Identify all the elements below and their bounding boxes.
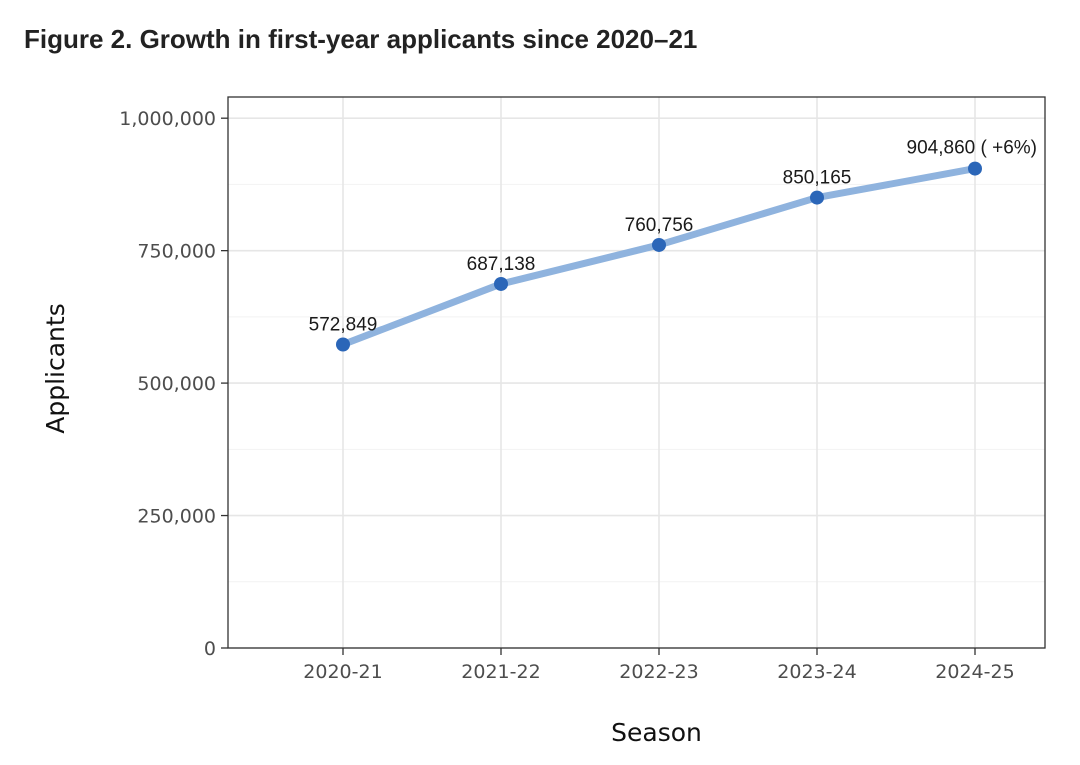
x-axis: 2020-21 2021-22 2022-23 2023-24 2024-25 bbox=[303, 648, 1015, 683]
y-tick-label: 500,000 bbox=[137, 373, 216, 395]
x-tick-label: 2022-23 bbox=[619, 661, 698, 683]
x-axis-title: Season bbox=[611, 718, 702, 747]
point-labels: 572,849 687,138 760,756 850,165 904,860 ( +6… bbox=[309, 138, 1037, 336]
data-point bbox=[336, 337, 350, 352]
data-point bbox=[810, 190, 824, 205]
y-tick-label: 250,000 bbox=[137, 506, 216, 528]
plot-panel bbox=[227, 96, 1046, 649]
x-tick-label: 2020-21 bbox=[303, 661, 382, 683]
data-point bbox=[968, 161, 982, 176]
y-axis: 0 250,000 500,000 750,000 1,000,000 bbox=[119, 108, 228, 660]
data-label: 687,138 bbox=[467, 254, 536, 275]
series-layer bbox=[336, 161, 982, 352]
grid-lines bbox=[228, 97, 1045, 649]
x-tick-label: 2023-24 bbox=[777, 661, 856, 683]
y-tick-label: 1,000,000 bbox=[119, 108, 216, 130]
data-point bbox=[652, 237, 666, 252]
y-tick-label: 750,000 bbox=[137, 241, 216, 263]
data-label: 760,756 bbox=[625, 215, 694, 236]
data-label: 850,165 bbox=[783, 168, 852, 189]
data-label: 572,849 bbox=[309, 315, 378, 336]
figure-title: Figure 2. Growth in first-year applicant… bbox=[24, 24, 698, 54]
data-point bbox=[494, 276, 508, 291]
x-tick-label: 2024-25 bbox=[935, 661, 1014, 683]
y-axis-title: Applicants bbox=[41, 303, 70, 433]
data-label: 904,860 ( +6%) bbox=[907, 138, 1037, 159]
x-tick-label: 2021-22 bbox=[461, 661, 540, 683]
y-tick-label: 0 bbox=[204, 638, 216, 660]
